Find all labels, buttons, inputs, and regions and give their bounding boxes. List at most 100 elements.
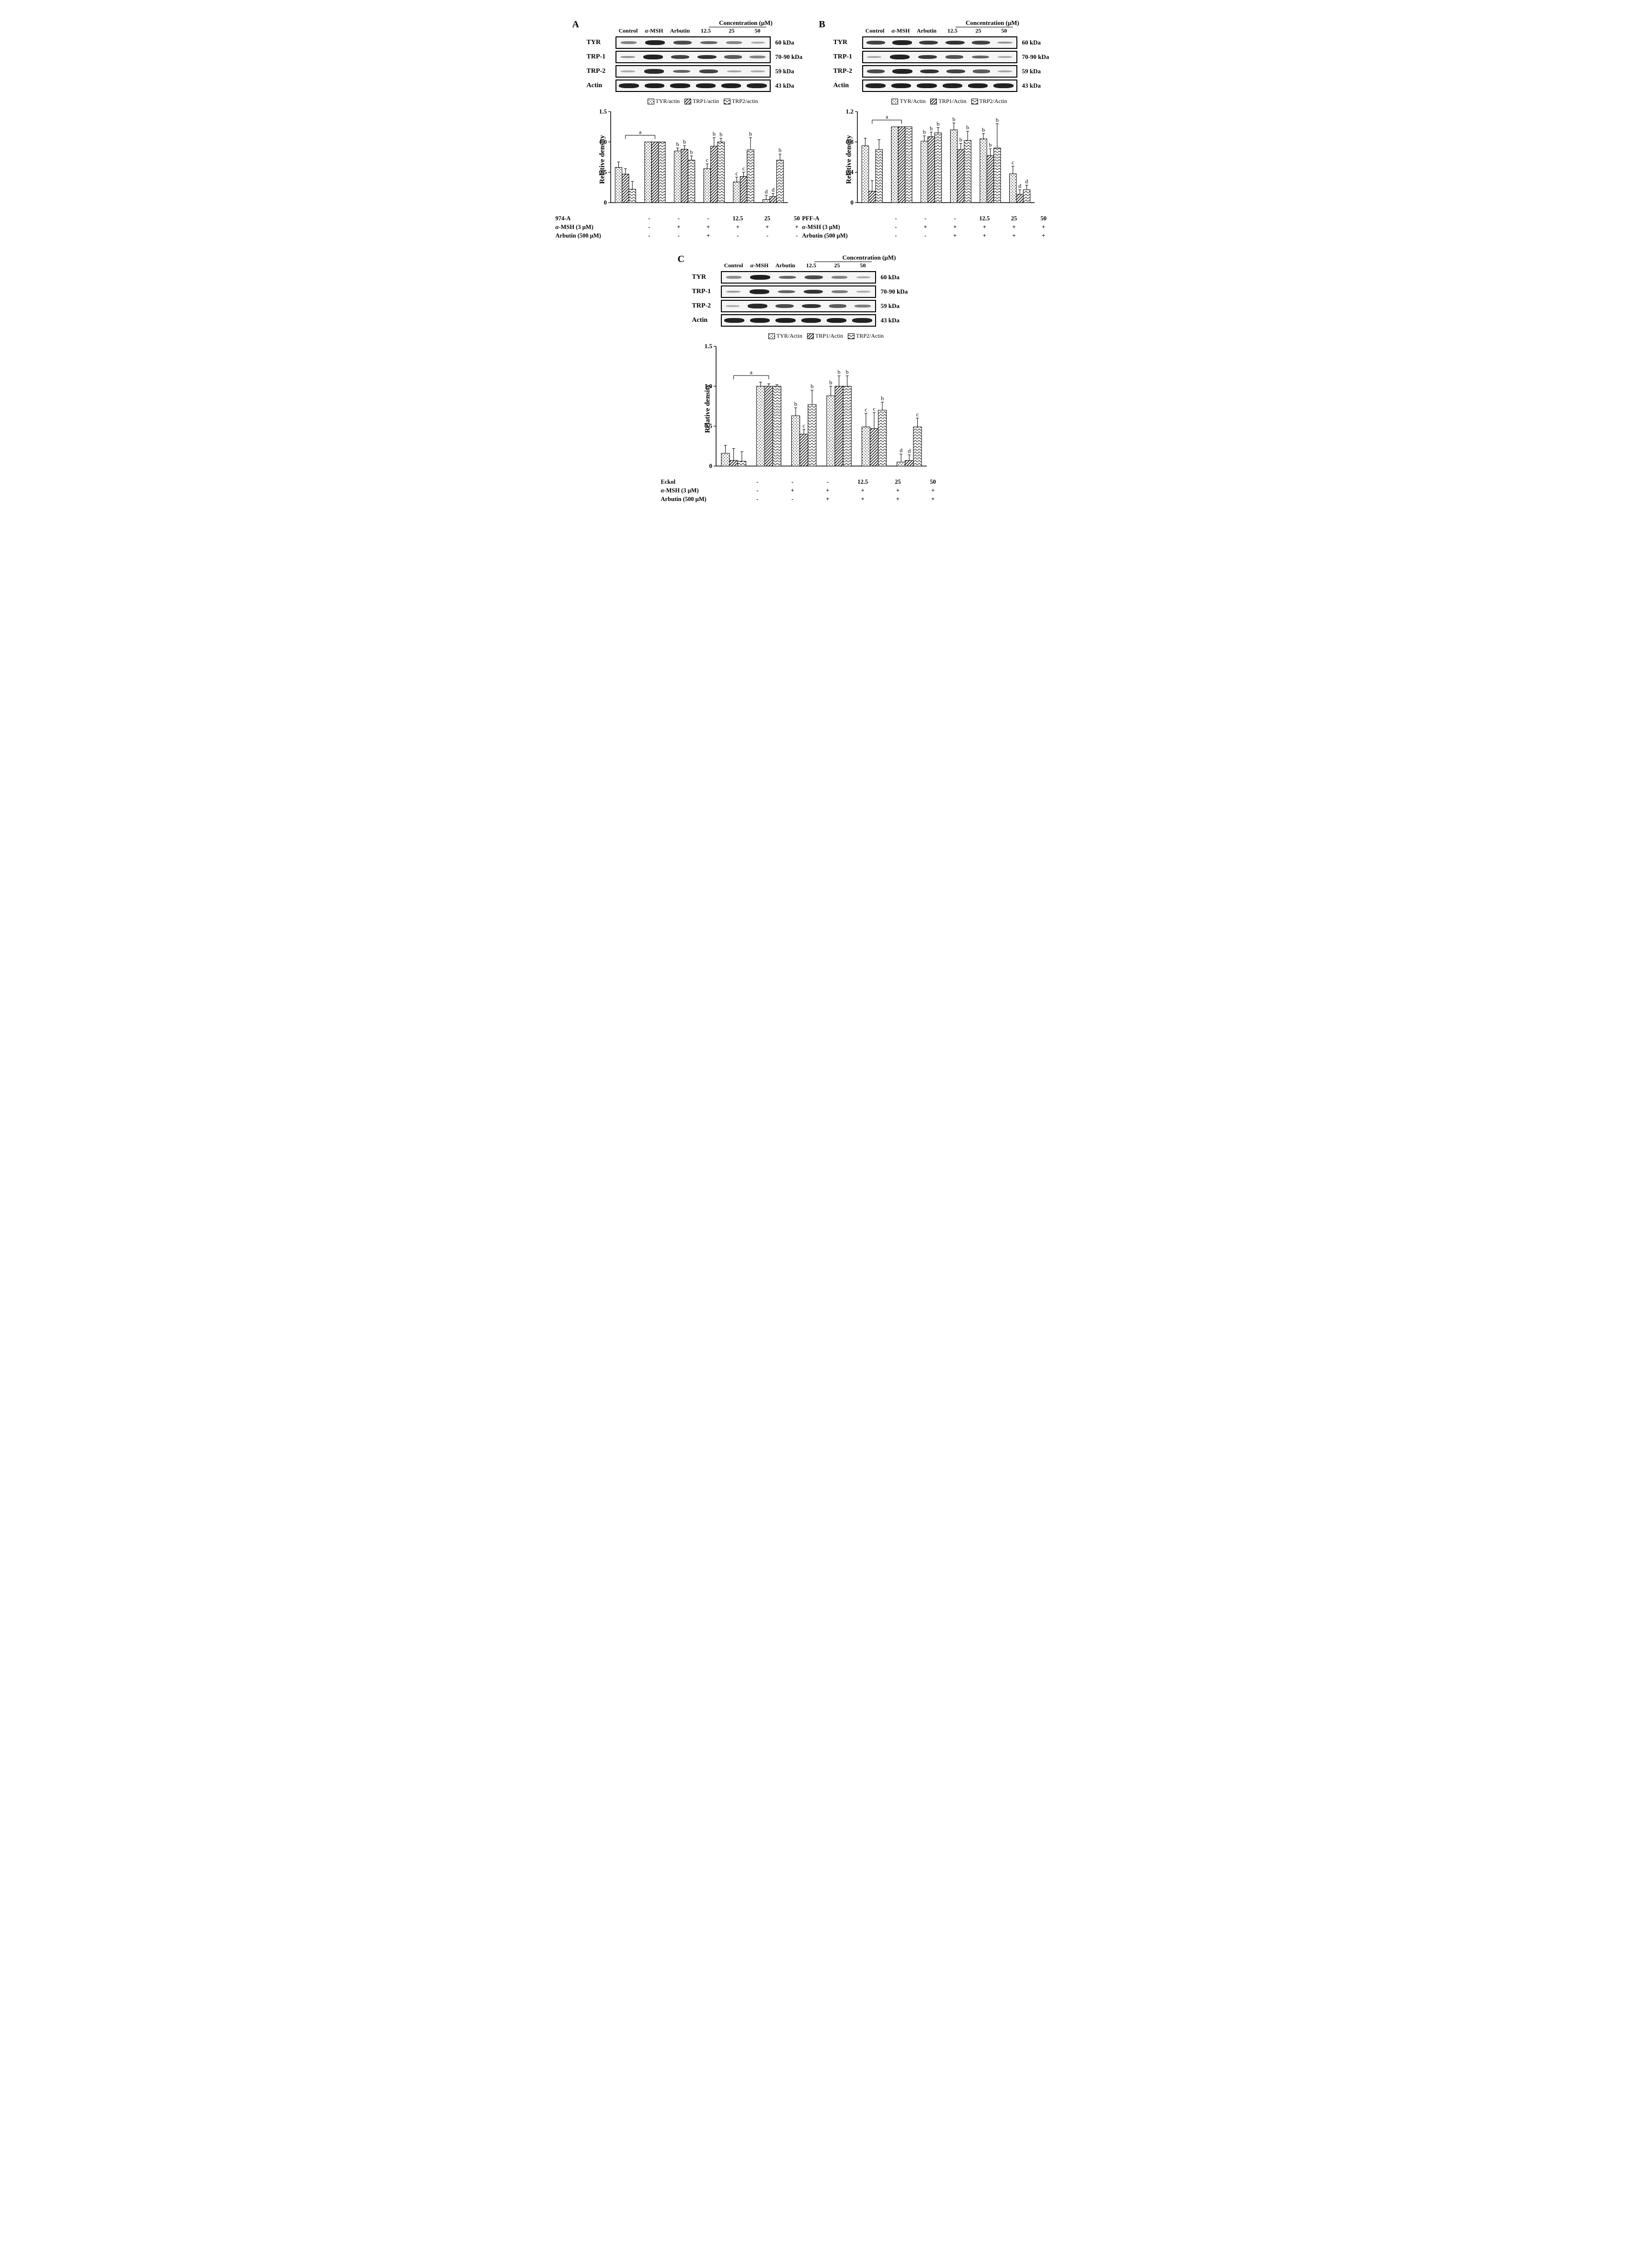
chart-area: TYR/actin TRP1/actin TRP2/actinRelative … [587,98,819,239]
treatment-cell: + [911,224,940,231]
blot-band [726,41,742,44]
treatment-label: α-MSH (3 μM) [556,224,611,231]
legend-label: TRP1/Actin [815,332,843,340]
blot-band [890,55,910,59]
blot-kda: 70-90 kDa [775,53,803,61]
chart-legend: TYR/Actin TRP1/Actin TRP2/Actin [692,332,960,340]
blot-band [620,56,636,58]
svg-text:b: b [778,147,781,154]
blot-band [866,41,885,45]
legend-label: TYR/Actin [776,332,802,340]
legend-item: TRP1/Actin [930,98,966,105]
lane-label: α-MSH [888,27,914,34]
legend-label: TRP2/actin [732,98,758,105]
blot-band [829,304,846,307]
blot-band [867,69,885,73]
blot-protein-label: TYR [692,273,721,281]
blot-kda: 59 kDa [1022,68,1041,75]
treatment-cell: - [775,478,810,486]
svg-text:b: b [995,116,998,123]
legend-label: TRP1/Actin [938,98,966,105]
svg-text:d: d [900,447,902,454]
blot-protein-label: TRP-2 [587,68,615,75]
blot-band [775,318,796,323]
blot-band [724,318,744,323]
blot-strip [615,51,771,63]
svg-text:1.5: 1.5 [704,342,712,350]
legend-item: TYR/Actin [768,332,802,340]
treatment-table: Eckol ---12.52550 α-MSH (3 μM) -+++++ Ar… [661,478,960,503]
legend-swatch [971,99,978,104]
blot-row: TRP-1 70-90 kDa [587,51,819,63]
blot-kda: 70-90 kDa [1022,53,1049,61]
lane-label: Control [721,262,747,269]
treatment-cell: 12.5 [845,478,880,486]
treatment-cell: + [810,496,845,503]
blot-protein-label: TYR [833,39,862,46]
blot-strip [721,271,876,284]
legend-item: TRP2/Actin [971,98,1007,105]
blot-row: TRP-1 70-90 kDa [692,285,960,298]
svg-text:d: d [1018,182,1021,189]
blot-strip [615,80,771,92]
blot-protein-label: TRP-2 [692,302,721,310]
blot-band [891,83,911,88]
chart-legend: TYR/Actin TRP1/Actin TRP2/Actin [833,98,1066,105]
svg-text:b: b [712,130,715,137]
treatment-cells: -+++++ [635,224,812,231]
treatment-row: α-MSH (3 μM) -+++++ [661,487,960,494]
lane-label: 50 [745,27,771,34]
blot-row: TRP-2 59 kDa [833,65,1066,78]
svg-text:b: b [936,120,939,127]
treatment-cell: - [723,232,752,239]
treatment-table: PFF-A ---12.52550 α-MSH (3 μM) -+++++ Ar… [802,215,1066,239]
blot-band [778,290,795,294]
lane-label: α-MSH [641,27,667,34]
treatment-cell: + [915,496,950,503]
panel-a: AConcentration (μM)Controlα-MSHArbutin12… [587,19,819,239]
treatment-row: Eckol ---12.52550 [661,478,960,486]
treatment-cell: - [911,232,940,239]
svg-text:1.5: 1.5 [599,108,607,115]
svg-text:d: d [764,188,767,195]
blot-band [779,276,796,279]
blot-band [670,83,690,88]
treatment-cell: - [635,224,664,231]
legend-item: TYR/Actin [891,98,925,105]
lane-label: 50 [850,262,876,269]
legend-label: TRP2/Actin [980,98,1007,105]
blot-band [726,305,740,307]
blot-strip [862,51,1017,63]
svg-text:b: b [810,383,813,390]
treatment-cells: --++++ [881,232,1059,239]
treatment-cell: + [694,224,723,231]
blot-row: TRP-1 70-90 kDa [833,51,1066,63]
blot-band [748,304,767,308]
blot-kda: 60 kDa [881,273,900,281]
blot-band [671,55,690,59]
svg-text:b: b [683,138,686,145]
blot-band [968,83,988,88]
lane-labels: Controlα-MSHArbutin12.52550 [721,262,960,269]
blot-band [724,55,741,58]
blot-band [852,318,872,323]
legend-swatch [930,99,937,104]
lane-label: 12.5 [693,27,719,34]
legend-swatch [848,333,854,339]
lane-label: Control [862,27,888,34]
treatment-cell: - [810,478,845,486]
svg-text:a: a [639,128,642,135]
blot-band [699,69,718,73]
blot-band [920,69,939,74]
legend-item: TRP1/Actin [807,332,843,340]
svg-text:b: b [930,125,933,132]
blot-band [973,69,990,73]
svg-text:b: b [749,130,752,137]
blot-row: TYR 60 kDa [587,36,819,49]
treatment-row: Arbutin (500 μM) --++++ [802,232,1066,239]
blot-band [805,275,823,279]
blot-protein-label: TRP-1 [833,53,862,61]
blot-band [727,70,741,72]
lane-label: Control [615,27,641,34]
lane-label: Arbutin [773,262,798,269]
